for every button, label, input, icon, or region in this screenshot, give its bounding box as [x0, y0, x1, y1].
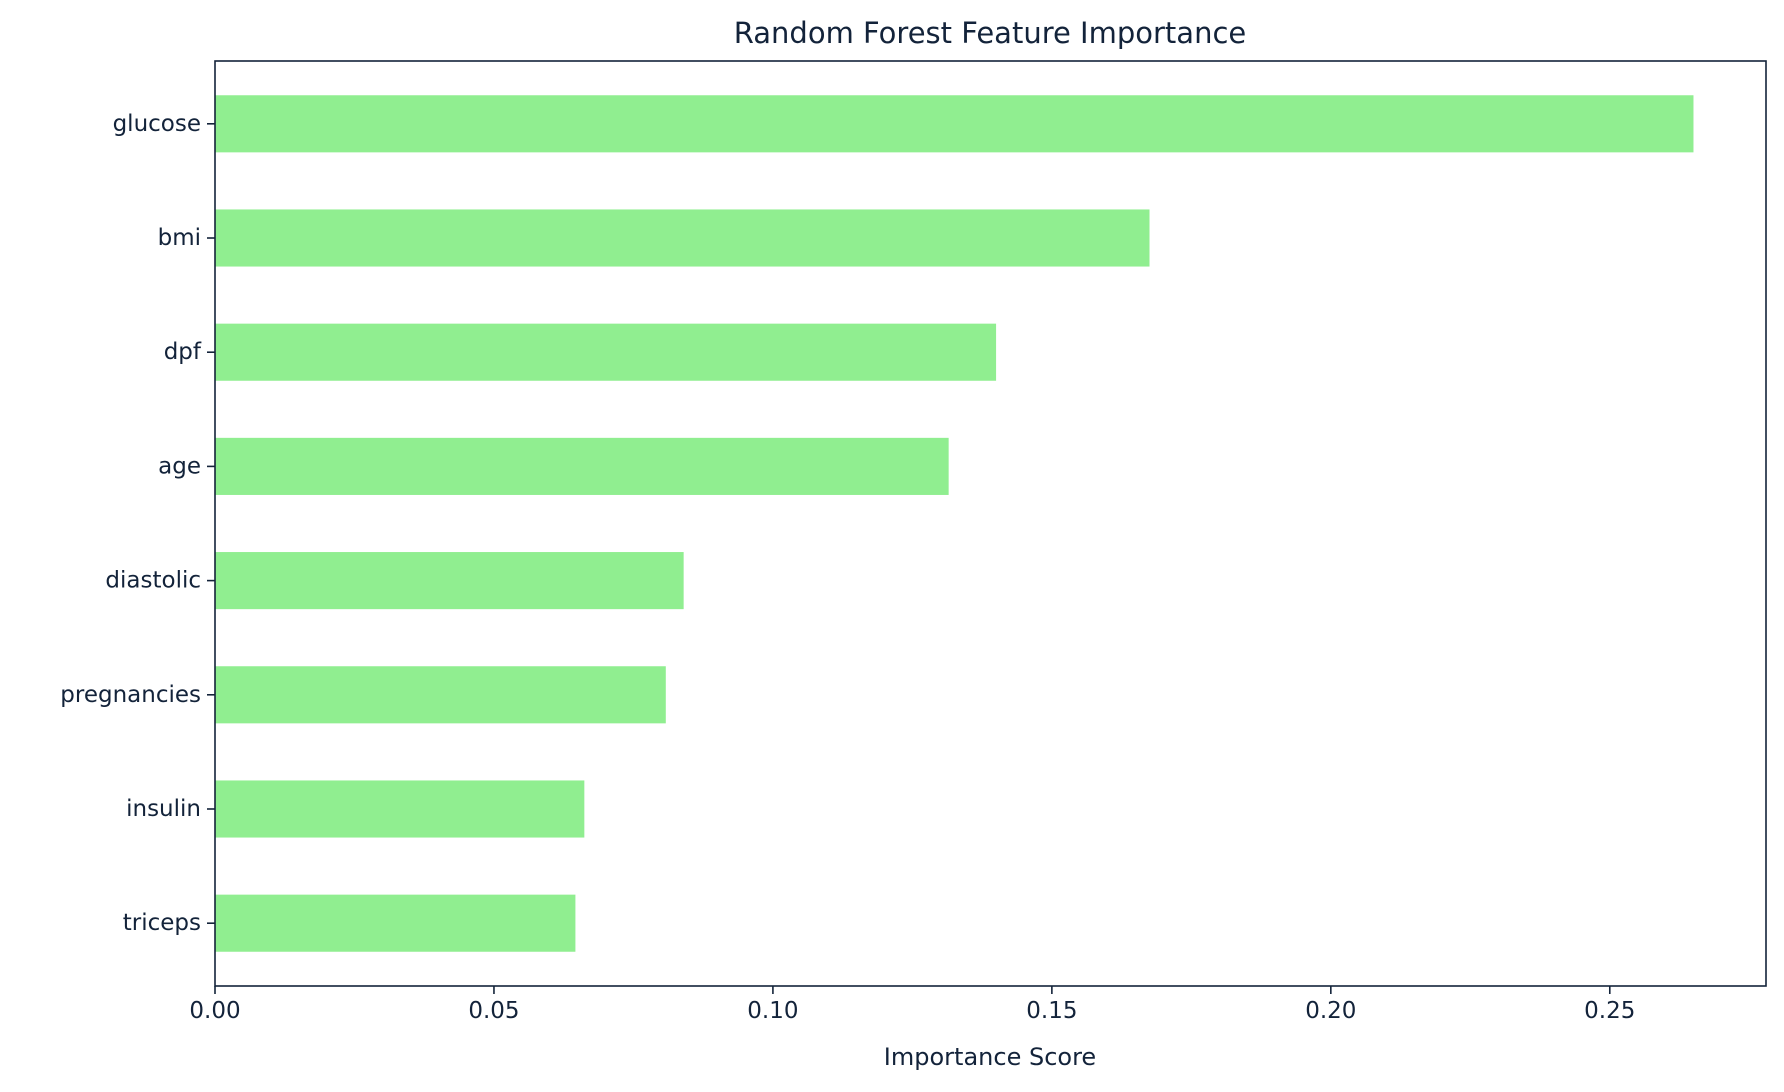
y-tick-label-bmi: bmi [158, 225, 201, 251]
y-tick-label-pregnancies: pregnancies [60, 682, 201, 708]
bar-dpf [215, 323, 997, 381]
bar-insulin [215, 780, 585, 838]
x-tick-label: 0.10 [747, 998, 798, 1024]
plot-frame [214, 60, 1767, 987]
y-tick-label-diastolic: diastolic [105, 568, 201, 594]
x-axis: 0.00 0.05 0.10 0.15 0.20 0.25 [189, 986, 1635, 1024]
x-tick-label: 0.25 [1584, 998, 1635, 1024]
bar-bmi [215, 209, 1150, 267]
y-tick-label-insulin: insulin [126, 796, 201, 822]
chart-title: Random Forest Feature Importance [734, 16, 1246, 50]
y-axis: glucose bmi dpf age diastolic pregnancies insu… [60, 111, 215, 936]
y-tick-label-glucose: glucose [113, 111, 201, 137]
x-axis-label: Importance Score [884, 1043, 1096, 1071]
bar-glucose [215, 95, 1694, 153]
x-tick-label: 0.05 [468, 998, 519, 1024]
bar-diastolic [215, 552, 684, 610]
bar-triceps [215, 894, 576, 952]
x-tick-label: 0.15 [1026, 998, 1077, 1024]
y-tick-label-dpf: dpf [164, 339, 202, 365]
y-tick-label-age: age [158, 453, 201, 479]
x-tick-label: 0.00 [189, 998, 240, 1024]
bar-age [215, 437, 949, 495]
bar-pregnancies [215, 666, 666, 724]
bars-group [215, 95, 1694, 952]
x-tick-label: 0.20 [1305, 998, 1356, 1024]
y-tick-label-triceps: triceps [123, 910, 201, 936]
